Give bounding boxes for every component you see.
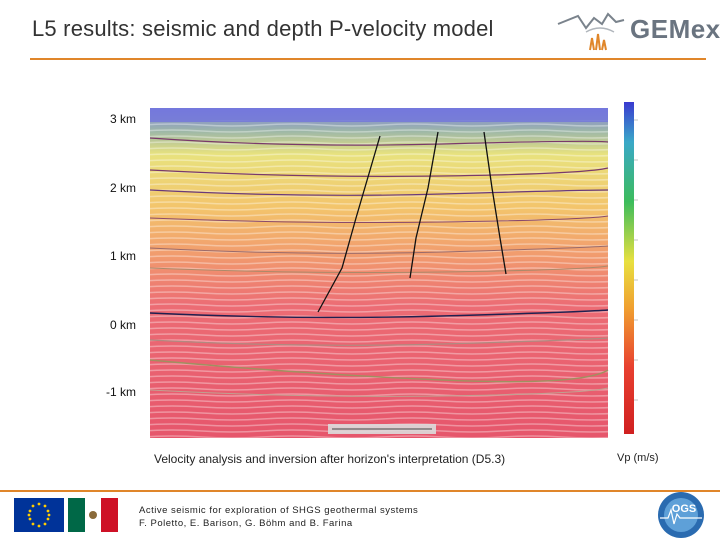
mexico-flag-icon: [68, 498, 118, 532]
gemex-logo-text: GEMex: [630, 14, 720, 44]
slide-title: L5 results: seismic and depth P-velocity…: [32, 16, 494, 41]
depth-label-3km: 3 km: [110, 112, 137, 126]
footer-divider: [0, 490, 720, 492]
title-divider: [30, 58, 706, 60]
gemex-logo: GEMex: [556, 10, 720, 52]
eu-flag-icon: [14, 498, 64, 532]
project-description: Active seismic for exploration of SHGS g…: [139, 505, 419, 516]
seismic-velocity-section: [149, 108, 609, 438]
authors-line: F. Poletto, E. Barison, G. Böhm and B. F…: [139, 518, 353, 529]
figure-caption: Velocity analysis and inversion after ho…: [154, 452, 506, 466]
colorbar-label: Vp (m/s): [617, 452, 659, 464]
ogs-logo: OGS: [658, 492, 704, 538]
velocity-colorbar: [624, 102, 638, 434]
depth-label-1km: 1 km: [110, 249, 137, 263]
depth-label-2km: 2 km: [110, 181, 137, 195]
footer-credits: Active seismic for exploration of SHGS g…: [139, 504, 418, 530]
depth-label-0km: 0 km: [110, 318, 137, 332]
ogs-logo-text: OGS: [672, 503, 696, 515]
gemex-logo-mark-icon: [557, 12, 625, 51]
depth-label-minus1km: -1 km: [106, 385, 136, 399]
